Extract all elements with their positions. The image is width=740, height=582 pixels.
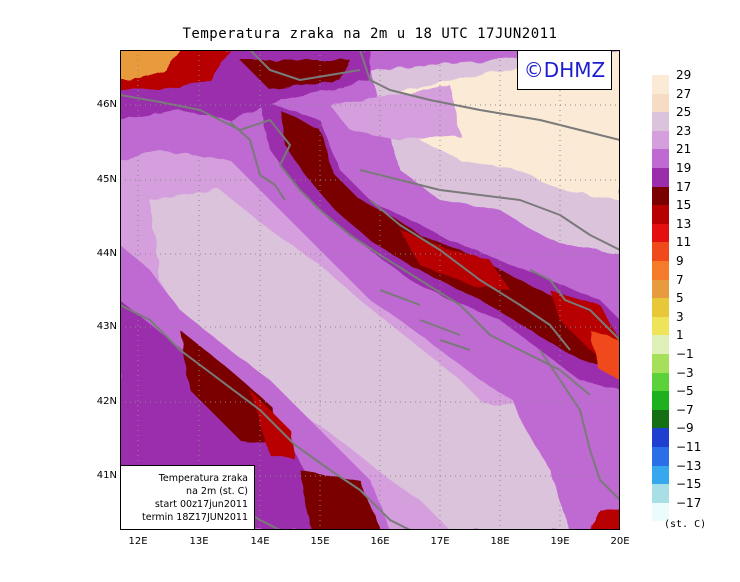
colorbar-unit: (st. C) (664, 519, 707, 530)
colorbar-label: −7 (676, 402, 694, 417)
colorbar-swatch (652, 409, 669, 429)
colorbar-label: 15 (676, 198, 692, 213)
colorbar-swatch (652, 93, 669, 113)
border-sava (359, 169, 620, 251)
colorbar-label: −15 (676, 477, 702, 492)
colorbar-swatch (652, 335, 669, 354)
colorbar-swatch (652, 484, 669, 503)
border-bih (369, 199, 571, 351)
lat-label-45n: 45N (96, 174, 117, 185)
lat-label-46n: 46N (96, 99, 117, 110)
colorbar-swatch (652, 316, 669, 336)
colorbar-swatch (652, 149, 669, 168)
colorbar-label: 13 (676, 216, 692, 231)
colorbar-label: 25 (676, 105, 692, 120)
temperature-map (120, 50, 620, 530)
colorbar-swatch (652, 130, 669, 150)
lat-label-42n: 42N (96, 396, 117, 407)
lon-label-13e: 13E (189, 536, 209, 547)
colorbar-swatch (652, 75, 669, 94)
colorbar-label: 23 (676, 123, 692, 138)
lat-label-44n: 44N (96, 248, 117, 259)
lon-label-15e: 15E (310, 536, 330, 547)
colorbar-label: 1 (676, 328, 684, 343)
colorbar-label: 11 (676, 235, 692, 250)
colorbar-swatch (652, 112, 669, 131)
colorbar-label: −1 (676, 347, 694, 361)
italy-coast (120, 304, 411, 530)
info-line-3: start 00z17jun2011 (154, 499, 248, 510)
colorbar-swatch (652, 205, 669, 224)
lat-label-41n: 41N (96, 470, 117, 481)
north-border-west (249, 50, 361, 81)
info-box: Temperatura zraka na 2m (st. C) start 00… (120, 465, 255, 530)
lon-label-16e: 16E (370, 536, 390, 547)
lon-label-19e: 19E (550, 536, 570, 547)
lon-label-17e: 17E (430, 536, 450, 547)
colorbar-label: −9 (676, 421, 694, 436)
colorbar-swatch (652, 447, 669, 466)
colorbar-swatch (652, 242, 669, 261)
lon-label-18e: 18E (490, 536, 510, 547)
info-line-2: na 2m (st. C) (186, 486, 248, 497)
colorbar-label: 19 (676, 161, 692, 175)
lon-label-20e: 20E (610, 536, 630, 547)
border-south (539, 349, 620, 501)
border-east (529, 269, 620, 341)
dhmz-logo: ©DHMZ (517, 50, 612, 90)
colorbar-swatch (652, 391, 669, 410)
colorbar-label: 7 (676, 272, 684, 287)
grid-lines (120, 50, 620, 530)
colorbar-label: 9 (676, 254, 684, 268)
colorbar-swatch (652, 372, 669, 392)
map-title: Temperatura zraka na 2m u 18 UTC 17JUN20… (182, 26, 558, 42)
colorbar-label: 5 (676, 291, 684, 306)
colorbar-label: 3 (676, 309, 684, 324)
colorbar-swatch (652, 279, 669, 299)
colorbar-swatch (652, 428, 669, 447)
colorbar-label: 27 (676, 86, 692, 101)
colorbar-swatch (652, 465, 669, 485)
colorbar-label: −11 (676, 440, 702, 454)
colorbar-label: −17 (676, 495, 702, 510)
colorbar-swatch (652, 502, 669, 522)
colorbar-swatch (652, 261, 669, 280)
colorbar-label: 21 (676, 142, 692, 157)
colorbar-label: 17 (676, 179, 692, 194)
colorbar-swatch (652, 168, 669, 187)
info-line-4: termin 18Z17JUN2011 (142, 512, 248, 523)
colorbar-swatch (652, 298, 669, 317)
colorbar-label: 29 (676, 68, 692, 82)
colorbar-label: −13 (676, 458, 702, 473)
colorbar-swatch (652, 186, 669, 206)
colorbar-swatch (652, 223, 669, 243)
colorbar-label: −3 (676, 365, 694, 380)
colorbar-label: −5 (676, 384, 694, 399)
lon-label-12e: 12E (128, 536, 148, 547)
colorbar-swatch (652, 354, 669, 373)
info-line-1: Temperatura zraka (158, 473, 248, 484)
lat-label-43n: 43N (96, 321, 117, 332)
lon-label-14e: 14E (250, 536, 270, 547)
